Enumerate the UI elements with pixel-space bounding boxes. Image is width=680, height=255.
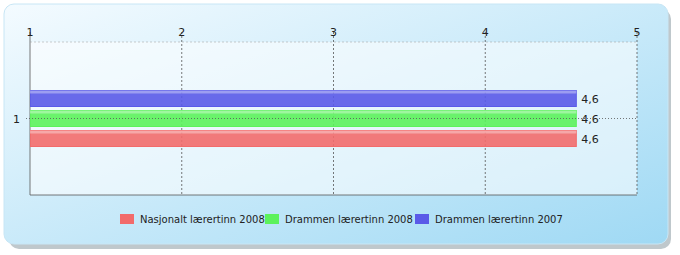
tick-label: 1: [27, 26, 34, 39]
legend-label: Drammen lærertinn 2007: [435, 214, 563, 225]
data-labels: 4,6 4,6 4,6: [581, 93, 599, 146]
category-label: 1: [13, 113, 20, 126]
legend-label: Drammen lærertinn 2008: [285, 214, 413, 225]
bar: [30, 91, 576, 107]
legend-label: Nasjonalt lærertinn 2008: [140, 214, 265, 225]
legend-swatch: [265, 214, 279, 224]
legend-swatch: [415, 214, 429, 224]
category-line: [26, 118, 637, 119]
frame-line: [30, 42, 637, 43]
data-label: 4,6: [581, 133, 599, 146]
tick-label: 5: [634, 26, 641, 39]
bar-highlight: [30, 91, 576, 94]
tick-label: 2: [178, 26, 185, 39]
bar: [30, 131, 576, 147]
chart: 1 2 3 4 5 4,6 4,6 4,6 1 Nasjonalt lærertinn 2008 D…: [0, 0, 680, 255]
tick-label: 3: [330, 26, 337, 39]
bar-highlight: [30, 111, 576, 114]
bar-highlight: [30, 131, 576, 134]
axis-line: [30, 195, 637, 196]
tick-label: 4: [482, 26, 489, 39]
panel: [4, 4, 668, 244]
data-label: 4,6: [581, 93, 599, 106]
legend-swatch: [120, 214, 134, 224]
data-label: 4,6: [581, 113, 599, 126]
grid-line: [637, 32, 638, 195]
